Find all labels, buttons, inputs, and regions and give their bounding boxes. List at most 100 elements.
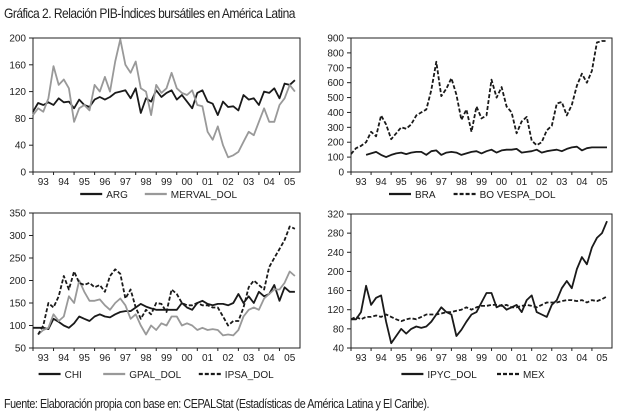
x-tick-label: 04 [264,353,276,364]
x-tick-label: 93 [355,353,367,364]
legend-label: ARG [106,190,128,201]
series-line-bra [365,145,607,158]
legend-label: MERVAL_DOL [171,190,238,201]
y-tick-label: 900 [327,34,344,45]
x-tick-label: 03 [243,177,255,188]
y-tick-label: 120 [327,305,344,316]
legend-label: CHI [65,370,82,381]
x-tick-label: 03 [556,177,568,188]
legend-label: MEX [523,370,545,381]
x-tick-label: 97 [120,177,132,188]
x-tick-label: 95 [396,177,408,188]
series-line-ipsa-dol [37,225,296,335]
x-tick-label: 00 [496,177,508,188]
y-tick-label: 700 [327,63,344,74]
chart-panel-3: 50 100 150 200 250 300 350 93 94 95 96 97 98 99 00 01 02… [9,209,301,381]
x-tick-label: 94 [58,353,70,364]
plot-frame [32,212,301,349]
x-tick-label: 94 [58,177,70,188]
legend: BRA BO VESPA_DOL [389,190,556,201]
legend-label: IPSA_DOL [225,370,274,381]
legend-label: IPYC_DOL [427,370,477,381]
series-line-ipyc-dol [351,220,608,345]
plot-frame [350,213,613,349]
x-tick-label: 05 [284,353,296,364]
series-line-gpal-dol [37,270,296,337]
legend-item: GPAL_DOL [103,370,182,381]
x-tick-label: 05 [596,177,608,188]
y-tick-label: 200 [327,138,344,149]
plot-frame [32,37,301,173]
x-tick-label: 01 [202,353,214,364]
y-tick-label: 160 [9,60,26,71]
series-line-bo-vespa-dol [350,40,607,155]
y-tick-label: 800 [327,48,344,59]
x-tick-label: 04 [576,177,588,188]
legend: ARG MERVAL_DOL [80,190,238,201]
x-tick-label: 01 [516,353,528,364]
legend: IPYC_DOL MEX [401,370,545,381]
figure-source-note: Fuente: Elaboración propia con base en: … [4,397,430,411]
series-line-mex [350,295,608,323]
series-line-chi [33,284,295,330]
chart-panel-1: 0 40 80 120 160 200 93 94 95 96 97 98 99 00 01 02 03 04 05… [9,34,301,201]
x-tick-label: 95 [79,177,91,188]
x-tick-label: 94 [376,177,388,188]
y-tick-label: 280 [327,229,344,240]
chart-panel-4: 40 80 120 160 200 240 280 320 93 94 95 96 97 98 99 00 01… [327,210,613,381]
x-tick-label: 03 [556,353,568,364]
x-tick-label: 95 [396,353,408,364]
y-tick-label: 150 [9,299,26,310]
figure-title: Gráfica 2. Relación PIB-Índices bursátil… [4,5,295,21]
x-tick-label: 99 [476,177,488,188]
x-tick-label: 01 [202,177,214,188]
y-tick-label: 240 [327,248,344,259]
x-tick-label: 00 [496,353,508,364]
x-tick-label: 96 [99,353,111,364]
x-tick-label: 01 [516,177,528,188]
series-line-arg [32,79,296,116]
x-tick-label: 05 [284,177,296,188]
x-tick-label: 97 [436,353,448,364]
x-tick-label: 05 [596,353,608,364]
y-tick-label: 0 [20,168,26,179]
x-tick-label: 99 [476,353,488,364]
x-tick-label: 04 [576,353,588,364]
y-tick-label: 500 [327,93,344,104]
y-tick-label: 200 [327,267,344,278]
y-tick-label: 100 [327,153,344,164]
legend: CHI GPAL_DOL IPSA_DOL [38,370,274,381]
x-tick-label: 94 [376,353,388,364]
x-tick-label: 00 [181,353,193,364]
legend-item: BO VESPA_DOL [453,190,556,201]
x-tick-label: 96 [416,177,428,188]
y-tick-label: 100 [9,321,26,332]
y-tick-label: 40 [15,141,27,152]
x-tick-label: 99 [161,353,173,364]
y-tick-label: 120 [9,87,26,98]
legend-label: GPAL_DOL [129,370,181,381]
y-tick-label: 300 [9,231,26,242]
x-tick-label: 93 [38,353,50,364]
x-tick-label: 98 [140,177,152,188]
y-tick-label: 320 [327,210,344,221]
x-tick-label: 97 [436,177,448,188]
y-tick-label: 600 [327,78,344,89]
legend-item: BRA [389,190,436,201]
x-tick-label: 02 [536,177,548,188]
series-line-merval-dol [32,38,296,159]
y-tick-label: 200 [9,276,26,287]
plot-frame [350,37,613,173]
y-tick-label: 40 [333,344,345,355]
x-tick-label: 99 [161,177,173,188]
x-tick-label: 96 [416,353,428,364]
x-tick-label: 93 [355,177,367,188]
x-tick-label: 03 [243,353,255,364]
x-tick-label: 02 [223,353,235,364]
x-tick-label: 95 [79,353,91,364]
legend-item: IPSA_DOL [198,370,274,381]
y-tick-label: 160 [327,286,344,297]
y-tick-label: 50 [15,344,27,355]
